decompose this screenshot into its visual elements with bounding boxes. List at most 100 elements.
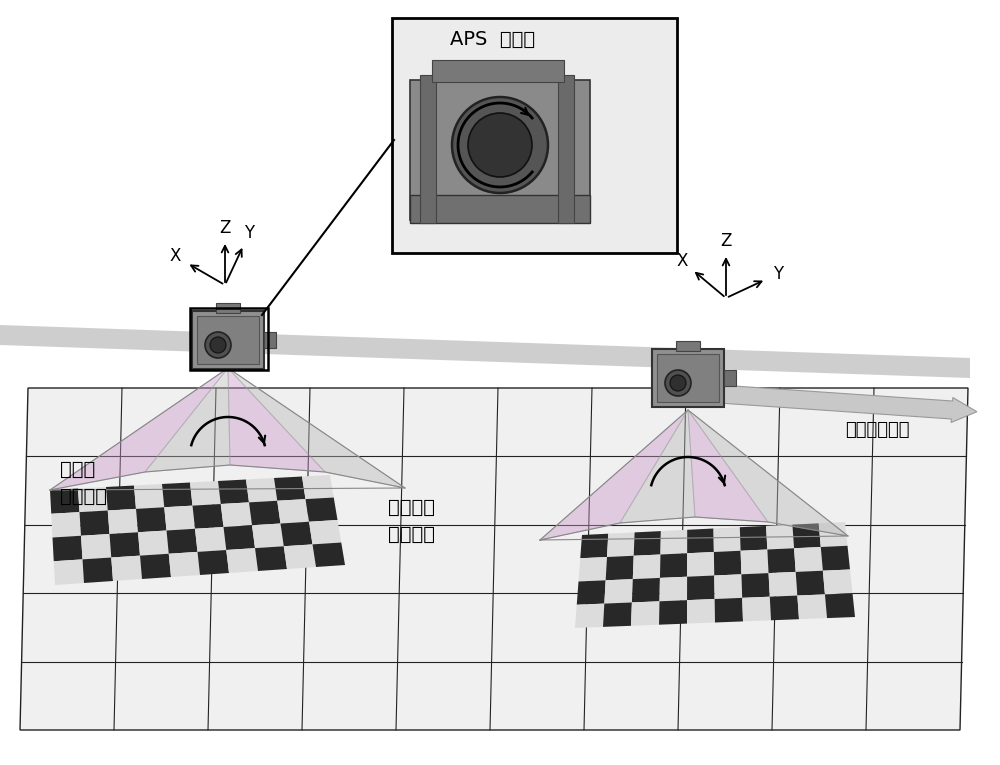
Polygon shape bbox=[284, 545, 316, 569]
Polygon shape bbox=[578, 557, 607, 581]
Polygon shape bbox=[164, 506, 195, 530]
Polygon shape bbox=[660, 530, 687, 555]
Polygon shape bbox=[20, 388, 968, 730]
Polygon shape bbox=[110, 532, 140, 558]
Polygon shape bbox=[714, 575, 742, 599]
Polygon shape bbox=[606, 555, 634, 581]
Text: X: X bbox=[588, 83, 597, 98]
Polygon shape bbox=[140, 554, 171, 579]
Text: Y: Y bbox=[244, 224, 254, 243]
Polygon shape bbox=[108, 509, 138, 534]
Polygon shape bbox=[688, 410, 848, 536]
Polygon shape bbox=[823, 569, 852, 594]
Bar bbox=[724, 370, 736, 386]
Polygon shape bbox=[54, 559, 84, 585]
Text: 原型：
沿轨摆扫: 原型： 沿轨摆扫 bbox=[60, 460, 107, 506]
Text: Z: Z bbox=[617, 71, 627, 86]
Polygon shape bbox=[603, 603, 632, 627]
Polygon shape bbox=[714, 551, 741, 575]
Polygon shape bbox=[309, 520, 341, 545]
Polygon shape bbox=[255, 546, 287, 571]
Circle shape bbox=[210, 337, 226, 353]
Polygon shape bbox=[81, 534, 111, 559]
Polygon shape bbox=[796, 571, 825, 595]
Circle shape bbox=[452, 97, 548, 193]
Polygon shape bbox=[277, 499, 309, 523]
Polygon shape bbox=[660, 553, 687, 578]
Polygon shape bbox=[580, 534, 608, 558]
Text: APS  摆扫镜: APS 摆扫镜 bbox=[450, 30, 535, 49]
Polygon shape bbox=[162, 483, 192, 507]
Polygon shape bbox=[145, 368, 230, 472]
Polygon shape bbox=[792, 523, 821, 549]
Polygon shape bbox=[620, 410, 695, 523]
Polygon shape bbox=[169, 552, 200, 577]
Polygon shape bbox=[604, 579, 633, 604]
Polygon shape bbox=[575, 604, 604, 628]
Polygon shape bbox=[821, 545, 850, 571]
Polygon shape bbox=[825, 593, 855, 618]
Polygon shape bbox=[741, 549, 769, 575]
Polygon shape bbox=[634, 531, 661, 555]
Polygon shape bbox=[50, 489, 80, 514]
Polygon shape bbox=[198, 550, 229, 575]
Polygon shape bbox=[767, 549, 796, 573]
Bar bbox=[558, 75, 574, 223]
Polygon shape bbox=[797, 594, 827, 619]
Circle shape bbox=[670, 375, 686, 391]
FancyArrow shape bbox=[689, 383, 977, 422]
Polygon shape bbox=[166, 529, 198, 554]
Polygon shape bbox=[306, 497, 338, 522]
Text: 卫星飞行方向: 卫星飞行方向 bbox=[845, 421, 910, 439]
Text: X: X bbox=[170, 247, 181, 265]
Polygon shape bbox=[111, 555, 142, 581]
Polygon shape bbox=[659, 577, 687, 601]
Text: Z: Z bbox=[720, 232, 732, 250]
Polygon shape bbox=[631, 601, 659, 626]
Polygon shape bbox=[740, 526, 767, 551]
Polygon shape bbox=[714, 527, 741, 552]
Text: Y: Y bbox=[773, 265, 783, 283]
Polygon shape bbox=[274, 477, 306, 501]
Polygon shape bbox=[302, 475, 334, 499]
Circle shape bbox=[468, 113, 532, 177]
Circle shape bbox=[665, 370, 691, 396]
Text: Y: Y bbox=[656, 96, 664, 109]
Polygon shape bbox=[195, 527, 226, 552]
Polygon shape bbox=[770, 595, 799, 620]
Circle shape bbox=[205, 332, 231, 358]
Polygon shape bbox=[134, 484, 164, 509]
Polygon shape bbox=[50, 368, 228, 490]
Polygon shape bbox=[687, 575, 715, 601]
Bar bbox=[197, 316, 259, 364]
Bar bbox=[432, 60, 564, 82]
Polygon shape bbox=[221, 503, 252, 527]
Polygon shape bbox=[80, 510, 110, 536]
Bar bbox=[676, 341, 700, 351]
Bar bbox=[652, 349, 724, 407]
Polygon shape bbox=[226, 549, 258, 573]
Text: Z: Z bbox=[219, 219, 231, 237]
Polygon shape bbox=[687, 552, 714, 577]
Text: 改进型：
穿轨摆扫: 改进型： 穿轨摆扫 bbox=[388, 498, 435, 543]
Polygon shape bbox=[78, 487, 108, 512]
Polygon shape bbox=[52, 536, 82, 562]
Bar bbox=[264, 332, 276, 348]
Polygon shape bbox=[633, 555, 660, 579]
Polygon shape bbox=[280, 522, 312, 546]
Polygon shape bbox=[769, 572, 797, 597]
Polygon shape bbox=[228, 368, 325, 472]
Polygon shape bbox=[246, 478, 277, 503]
Polygon shape bbox=[51, 512, 81, 538]
Polygon shape bbox=[249, 501, 280, 526]
Bar bbox=[410, 80, 590, 220]
Polygon shape bbox=[715, 598, 743, 623]
Polygon shape bbox=[228, 368, 405, 488]
Polygon shape bbox=[687, 529, 714, 553]
Polygon shape bbox=[0, 325, 970, 378]
Bar bbox=[192, 311, 264, 369]
Bar bbox=[392, 18, 677, 253]
Polygon shape bbox=[106, 486, 136, 510]
Polygon shape bbox=[741, 573, 770, 598]
Text: X: X bbox=[676, 252, 688, 270]
